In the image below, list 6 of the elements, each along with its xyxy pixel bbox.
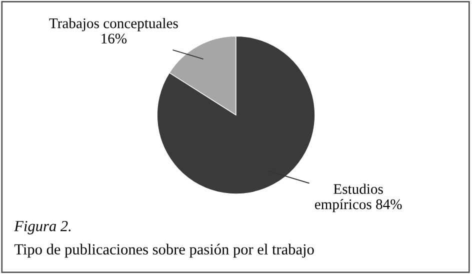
text: Figura 2.: [14, 220, 70, 234]
pie-slice: [156, 36, 316, 194]
data-label: 16%: [102, 34, 127, 44]
slice-label: Estudios empíricos 84%: [314, 184, 402, 212]
slice-label: Trabajos conceptuales: [49, 18, 178, 32]
text: Tipo de publicaciones sobre pasión por el trabajo: [14, 244, 314, 258]
